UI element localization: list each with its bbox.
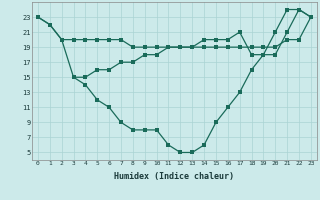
X-axis label: Humidex (Indice chaleur): Humidex (Indice chaleur) <box>115 172 234 181</box>
